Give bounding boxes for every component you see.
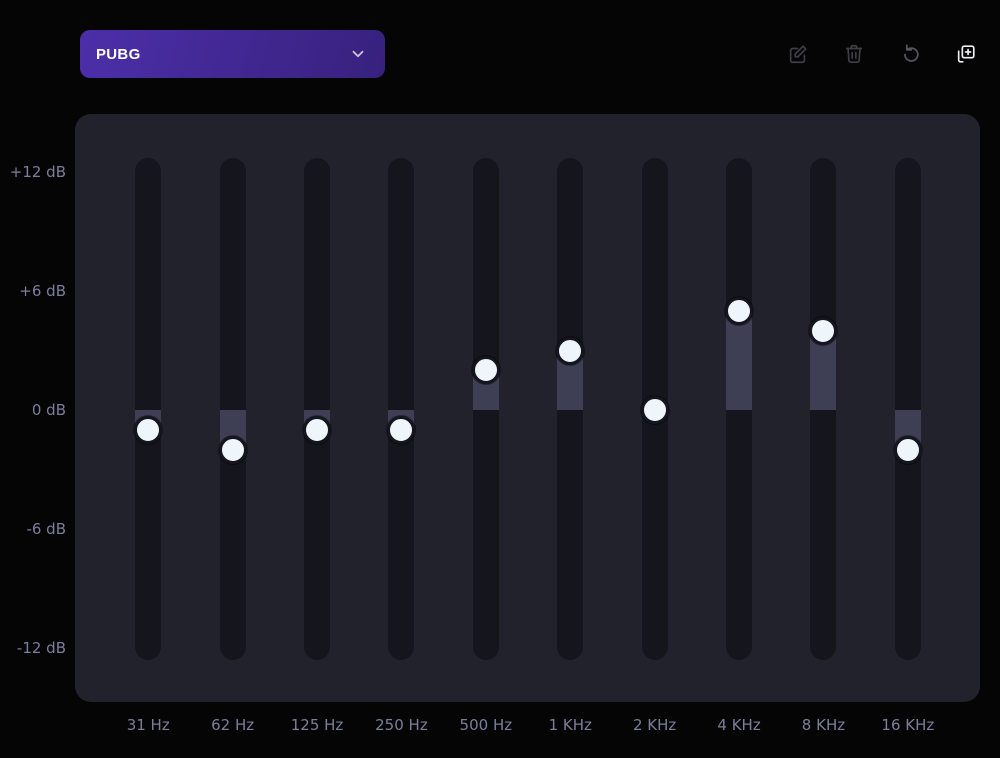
slider-track[interactable] [894,158,921,660]
edit-preset-button[interactable] [786,42,809,65]
eq-band [612,114,696,702]
db-axis-label: -6 dB [26,519,66,538]
preset-dropdown[interactable]: PUBG [80,30,385,78]
rotate-ccw-icon [903,43,919,62]
slider-track[interactable] [219,158,246,660]
eq-band [697,114,781,702]
db-axis-label: +12 dB [9,163,66,182]
frequency-label: 1 KHz [548,716,592,734]
slider-knob[interactable] [556,336,585,365]
eq-band [444,114,528,702]
db-axis-label: 0 dB [31,401,66,419]
frequency-label: 250 Hz [375,716,428,734]
eq-band [781,114,865,702]
preset-dropdown-label: PUBG [96,45,141,63]
slider-knob[interactable] [725,297,754,325]
slider-track[interactable] [388,158,415,660]
toolbar-actions [786,42,977,65]
eq-band [528,114,612,702]
frequency-label: 16 KHz [881,716,935,734]
equalizer-panel [75,114,980,702]
slider-knob[interactable] [471,356,500,385]
eq-band [275,114,359,702]
eq-band [359,114,443,702]
reset-preset-button[interactable] [898,42,921,65]
delete-preset-button[interactable] [842,42,865,65]
slider-knob[interactable] [387,415,416,444]
chevron-down-icon [352,50,364,58]
trash-icon [845,44,862,63]
slider-knob[interactable] [218,435,247,464]
eq-band [866,114,950,702]
slider-knob[interactable] [893,435,922,464]
frequency-label: 62 Hz [211,716,255,734]
eq-band [106,114,190,702]
slider-knob[interactable] [640,396,669,424]
eq-band [190,114,274,702]
frequency-label: 500 Hz [459,716,513,734]
slider-track[interactable] [135,158,162,660]
frequency-label: 31 Hz [126,716,170,734]
slider-fill [726,311,753,410]
slider-knob[interactable] [303,415,332,444]
frequency-label: 8 KHz [801,716,846,734]
sliders-row [75,114,980,702]
slider-track[interactable] [304,158,331,660]
slider-knob[interactable] [134,415,163,444]
frequency-label: 4 KHz [717,716,761,734]
slider-knob[interactable] [809,316,838,345]
frequency-label: 2 KHz [632,716,677,734]
add-preset-button[interactable] [954,42,977,65]
db-axis: +12 dB +6 dB 0 dB -6 dB -12 dB [0,0,66,758]
frequency-label: 125 Hz [290,716,344,734]
pencil-square-icon [789,44,807,63]
db-axis-label: -12 dB [16,638,66,657]
db-axis-label: +6 dB [19,282,66,301]
frequency-labels: 31 Hz 62 Hz 125 Hz 250 Hz 500 Hz 1 KHz 2 KHz 4 … [75,716,980,734]
copy-plus-icon [957,44,975,63]
